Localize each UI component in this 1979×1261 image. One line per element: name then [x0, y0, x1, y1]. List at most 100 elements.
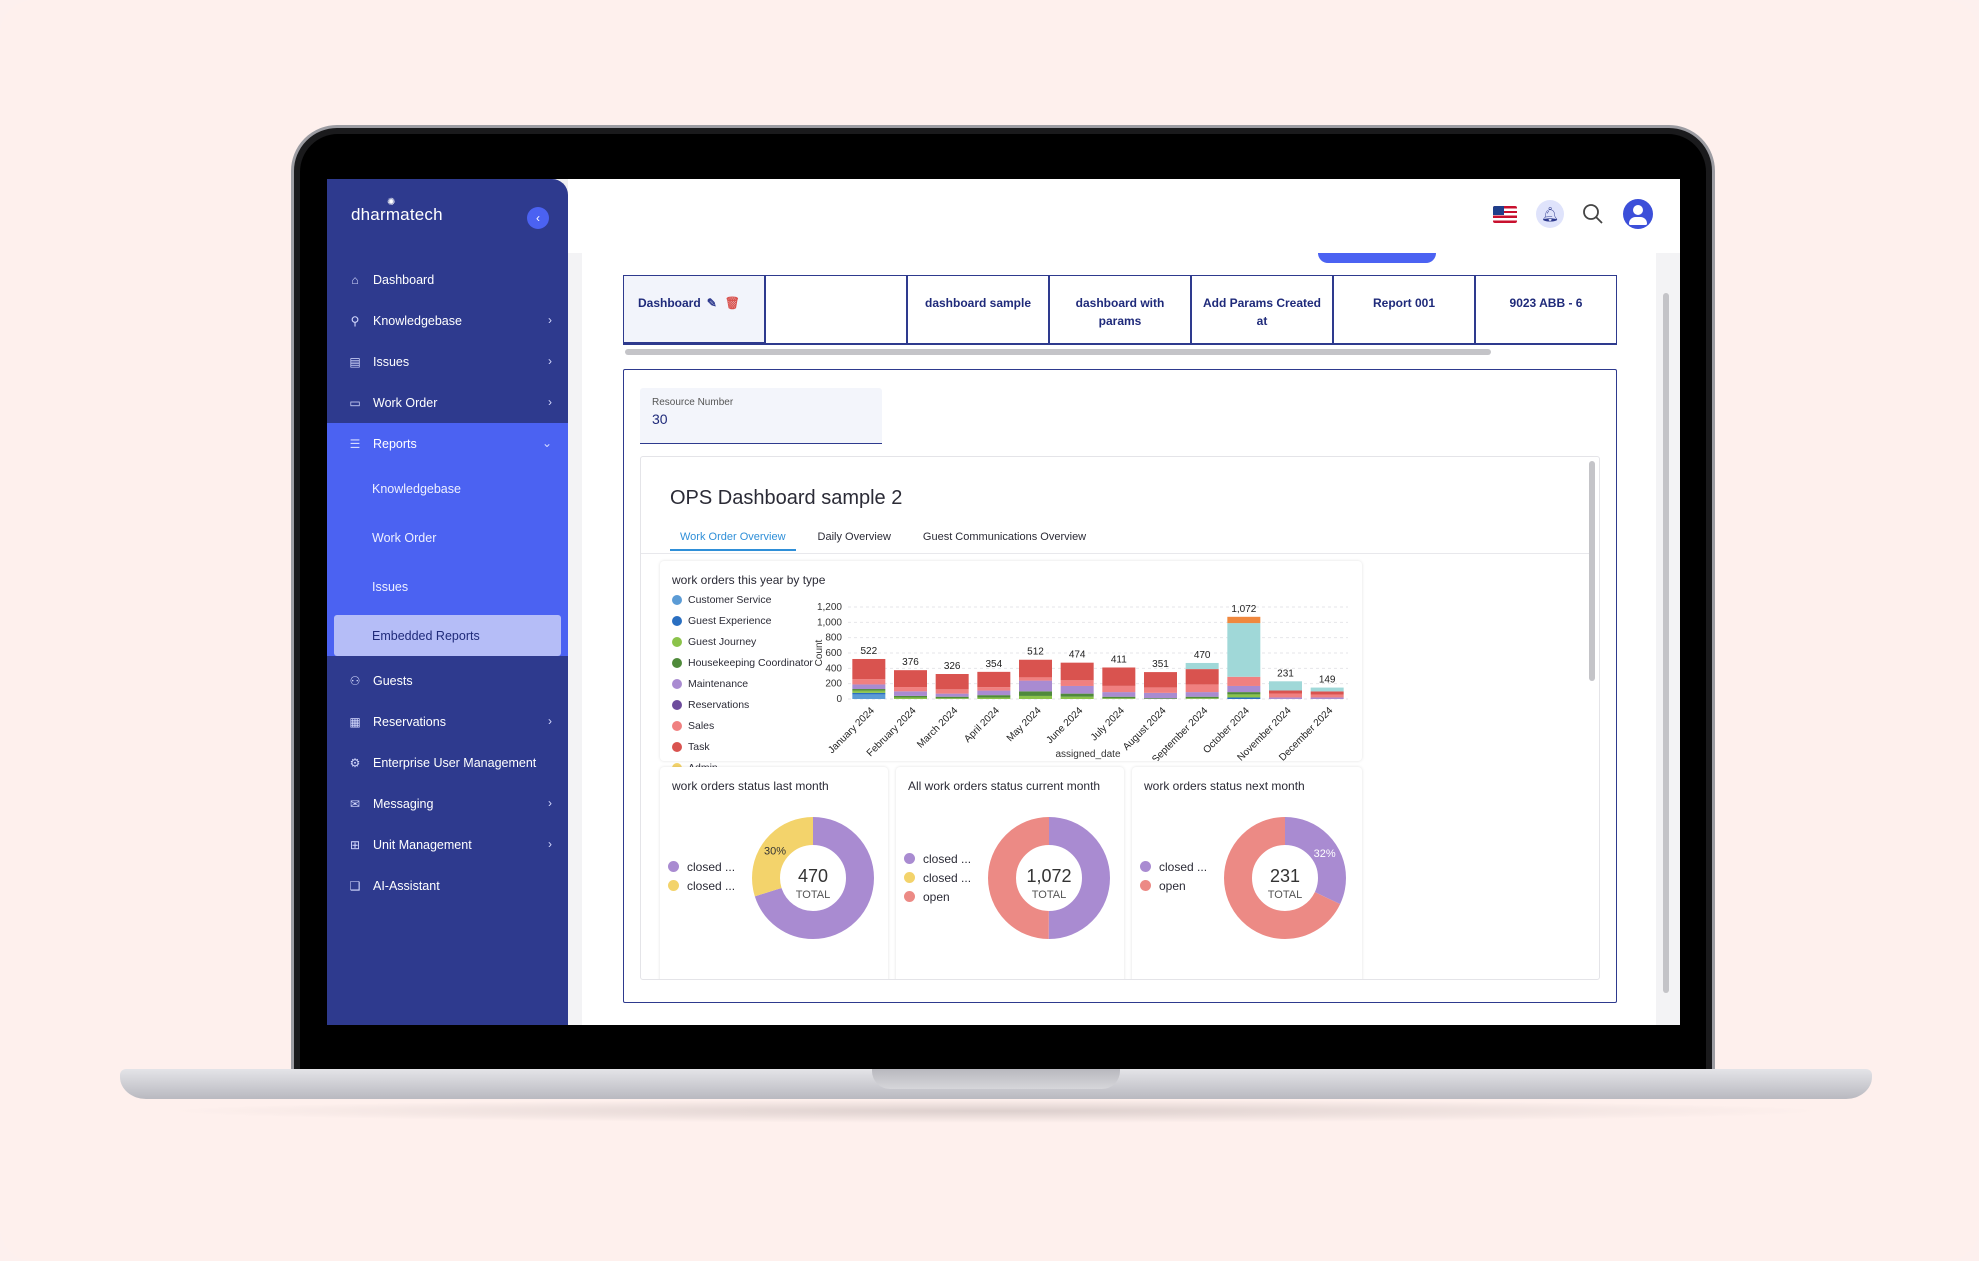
trash-icon[interactable]: 🗑︎ — [724, 296, 740, 310]
legend-label: Reservations — [688, 698, 750, 711]
app-screen: ✺ dharmatech ‹ ⌂ Dashboard ⚲ Knowledgebase ›… — [327, 179, 1680, 1025]
dashboard-scrollbar[interactable] — [1589, 461, 1595, 681]
chevron-down-icon: ⌄ — [541, 436, 552, 450]
submenu-item-issues[interactable]: Issues — [372, 579, 409, 594]
legend-label: Customer Service — [688, 593, 772, 606]
report-tab-dashboard-with-params[interactable]: dashboard with params — [1049, 275, 1191, 345]
donut-total-value: 470 — [798, 866, 828, 886]
y-tick-label: 0 — [836, 694, 842, 705]
bar-segment — [1060, 693, 1094, 697]
bar-chart-legend: Customer Service Guest Experience Guest Jo… — [672, 589, 813, 796]
sidebar-item-reservations[interactable]: ▦ Reservations › — [327, 701, 568, 742]
sidebar-item-messaging[interactable]: ✉ Messaging › — [327, 783, 568, 824]
sidebar-item-unit-management[interactable]: ⊞ Unit Management › — [327, 824, 568, 865]
legend-item[interactable]: Sales — [672, 715, 813, 736]
legend-label: closed ... — [923, 870, 972, 885]
sidebar-item-issues[interactable]: ▤ Issues › — [327, 341, 568, 382]
edit-icon[interactable]: ✎ — [706, 296, 717, 310]
legend-swatch — [672, 741, 682, 752]
bell-icon[interactable]: 🔔︎ — [1536, 200, 1564, 228]
legend-label: open — [1159, 878, 1186, 893]
legend-item[interactable]: Customer Service — [672, 589, 813, 610]
bar-segment — [1269, 697, 1302, 699]
legend-label: Guest Journey — [688, 635, 757, 648]
bar-segment — [1144, 698, 1177, 699]
legend-item[interactable]: Maintenance — [672, 673, 813, 694]
tabs-scrollbar[interactable] — [625, 349, 1491, 355]
bar-chart-title: work orders this year by type — [672, 573, 826, 587]
legend-label: Guest Experience — [688, 614, 772, 627]
main-content: Dashboard ✎ 🗑︎ dashboard sample dashboard wi… — [568, 253, 1680, 1025]
legend-item[interactable]: open — [904, 887, 971, 906]
chevron-left-icon: ‹ — [536, 211, 540, 225]
sidebar-item-dashboard[interactable]: ⌂ Dashboard — [327, 259, 568, 300]
legend-item[interactable]: closed ... — [668, 876, 735, 895]
legend-item[interactable]: Guest Journey — [672, 631, 813, 652]
legend-item[interactable]: closed ... — [668, 857, 735, 876]
bar-segment — [977, 697, 1011, 699]
content-panel: Dashboard ✎ 🗑︎ dashboard sample dashboard wi… — [582, 253, 1656, 1025]
bar-chart-card: work orders this year by type Customer S… — [660, 561, 1362, 796]
sidebar-item-label: AI-Assistant — [373, 878, 440, 893]
donut-slice-label: 32% — [1314, 848, 1336, 860]
bar-total-label: 1,072 — [1231, 604, 1256, 615]
sidebar-item-enterprise-user-management[interactable]: ⚙ Enterprise User Management — [327, 742, 568, 783]
collapse-sidebar-button[interactable]: ‹ — [527, 207, 549, 229]
folder-icon: ▭ — [349, 395, 361, 410]
dashboard-tab-daily-overview[interactable]: Daily Overview — [817, 531, 891, 543]
bar-total-label: 376 — [902, 657, 919, 668]
resource-number-value[interactable]: 30 — [652, 411, 668, 427]
action-button[interactable] — [1318, 253, 1436, 263]
x-tick-label: June 2024 — [1044, 705, 1085, 746]
legend-item[interactable]: Reservations — [672, 694, 813, 715]
legend-item[interactable]: closed ... — [904, 849, 971, 868]
report-tab-untitled[interactable] — [765, 275, 907, 345]
donut-total-value: 1,072 — [1026, 866, 1071, 886]
bar-segment — [1102, 667, 1136, 686]
legend-item[interactable]: Guest Experience — [672, 610, 813, 631]
legend-swatch — [668, 861, 679, 872]
brand-logo[interactable]: ✺ dharmatech — [351, 197, 443, 224]
bar-total-label: 149 — [1319, 675, 1336, 686]
dashboard-tab-work-order-overview[interactable]: Work Order Overview — [670, 531, 796, 551]
legend-swatch — [672, 678, 682, 689]
report-tab-9023-abb-6[interactable]: 9023 ABB - 6 — [1475, 275, 1617, 345]
bar-segment — [1185, 696, 1219, 699]
chevron-right-icon: › — [548, 395, 552, 409]
bar-segment — [1102, 698, 1136, 699]
submenu-item-work-order[interactable]: Work Order — [372, 530, 437, 545]
resource-number-field[interactable]: Resource Number 30 — [640, 388, 882, 444]
legend-item[interactable]: Housekeeping Coordinator — [672, 652, 813, 673]
dashboard-tab-guest-communications-overview[interactable]: Guest Communications Overview — [922, 531, 1087, 543]
bar-segment — [1185, 662, 1219, 670]
sidebar-item-work-order[interactable]: ▭ Work Order › — [327, 382, 568, 423]
bar-segment — [935, 698, 969, 699]
submenu-item-knowledgebase[interactable]: Knowledgebase — [372, 481, 461, 496]
report-tab-report-001[interactable]: Report 001 — [1333, 275, 1475, 345]
sidebar-item-guests[interactable]: ⚇ Guests — [327, 660, 568, 701]
sidebar-item-ai-assistant[interactable]: ❑ AI-Assistant — [327, 865, 568, 906]
bar-segment — [977, 695, 1011, 698]
sidebar-item-knowledgebase[interactable]: ⚲ Knowledgebase › — [327, 300, 568, 341]
avatar[interactable] — [1623, 199, 1653, 229]
us-flag-icon[interactable] — [1493, 206, 1517, 223]
legend-swatch — [672, 594, 682, 605]
report-tab-dashboard[interactable]: Dashboard ✎ 🗑︎ — [623, 275, 765, 345]
legend-item[interactable]: open — [1140, 876, 1207, 895]
sidebar: ✺ dharmatech ‹ ⌂ Dashboard ⚲ Knowledgebase ›… — [327, 179, 568, 1025]
sidebar-item-reports[interactable]: ☰ Reports ⌄ — [327, 423, 568, 464]
legend-item[interactable]: closed ... — [1140, 857, 1207, 876]
bar-segment — [1227, 697, 1261, 699]
bar-total-label: 474 — [1069, 650, 1086, 661]
legend-item[interactable]: Task — [672, 736, 813, 757]
page-scrollbar[interactable] — [1662, 263, 1670, 1023]
report-tab-label: dashboard with params — [1075, 296, 1165, 328]
legend-item[interactable]: closed ... — [904, 868, 971, 887]
search-icon[interactable] — [1581, 202, 1605, 226]
bar-segment — [1310, 697, 1344, 699]
submenu-item-embedded-reports[interactable]: Embedded Reports — [334, 615, 561, 656]
report-tab-add-params-created-at[interactable]: Add Params Created at — [1191, 275, 1333, 345]
list-icon: ☰ — [349, 436, 361, 451]
report-tab-dashboard-sample[interactable]: dashboard sample — [907, 275, 1049, 345]
sidebar-item-label: Reports — [373, 436, 417, 451]
